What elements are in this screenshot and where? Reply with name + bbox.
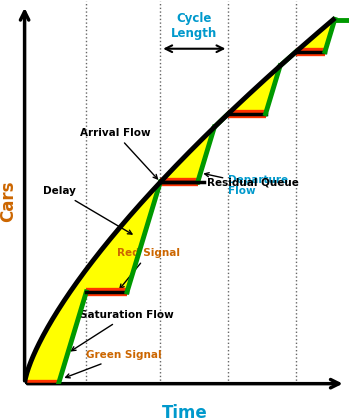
Text: Cycle
Length: Cycle Length — [171, 12, 217, 39]
Text: Saturation Flow: Saturation Flow — [71, 310, 174, 351]
Text: Arrival Flow: Arrival Flow — [80, 128, 158, 179]
Text: Delay: Delay — [43, 186, 132, 234]
Text: Red Signal: Red Signal — [117, 248, 180, 289]
Text: Green Signal: Green Signal — [66, 350, 162, 378]
Text: Residual Queue: Residual Queue — [206, 177, 299, 187]
Text: Cars: Cars — [0, 181, 17, 222]
Text: Time: Time — [162, 404, 208, 420]
Text: Departure
Flow: Departure Flow — [205, 173, 288, 197]
